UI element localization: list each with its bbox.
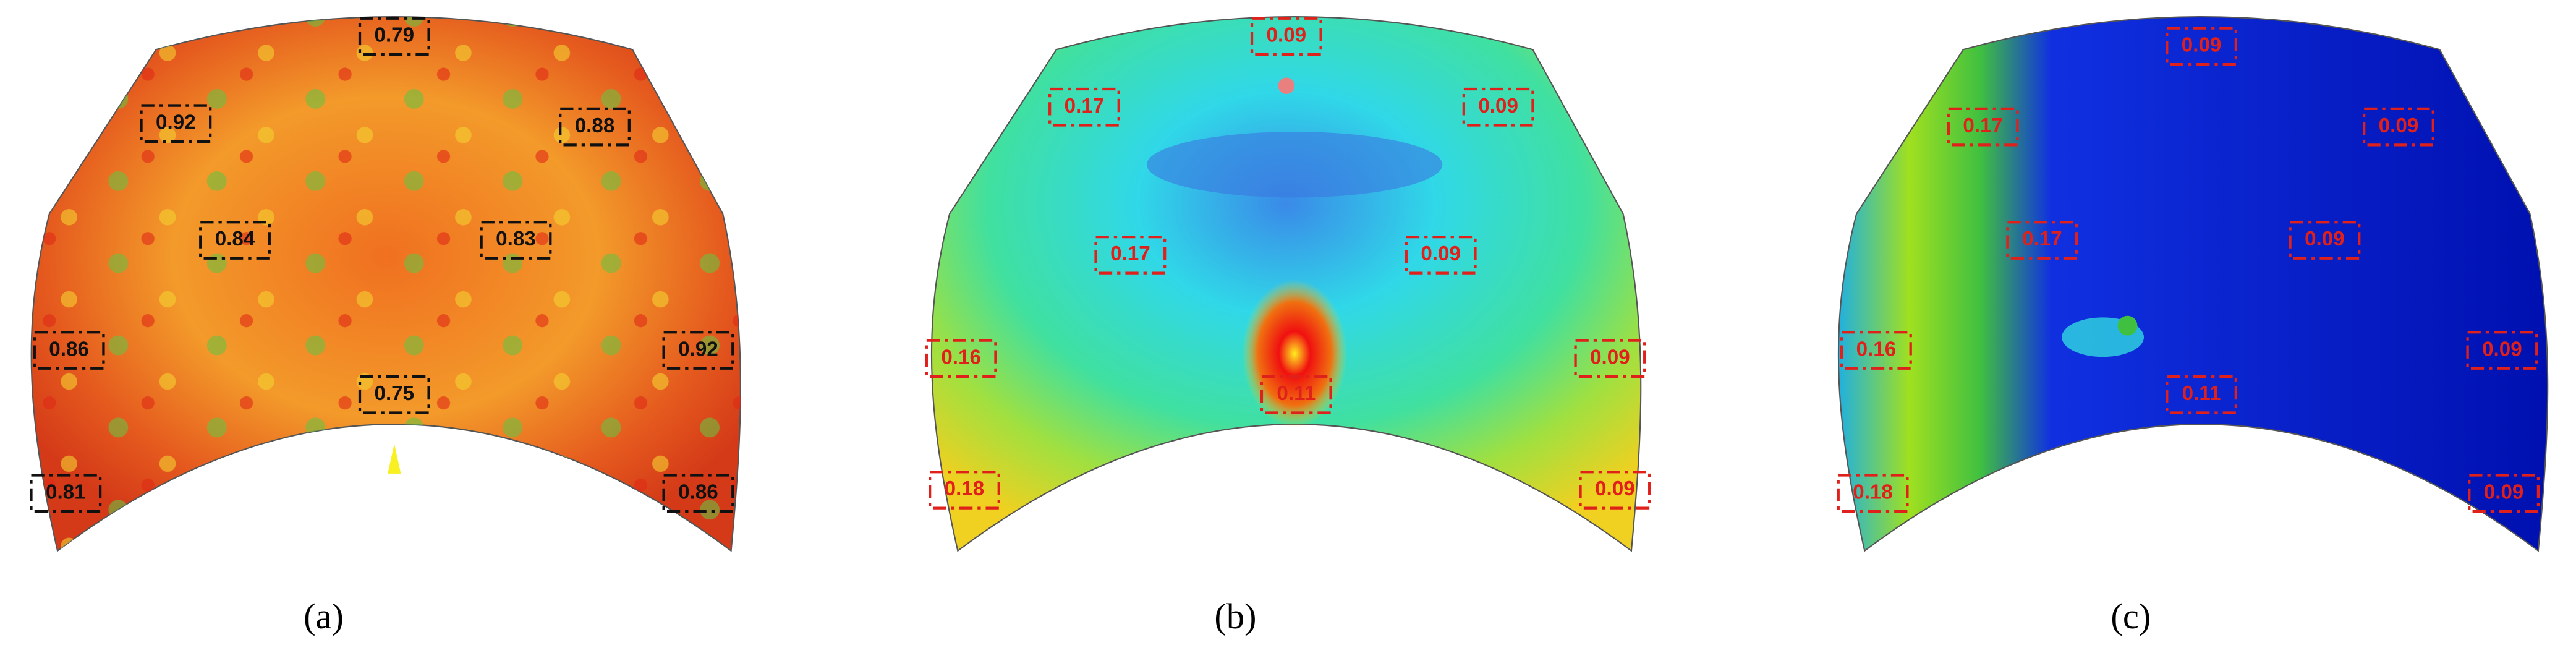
region-label: 0.17 <box>1110 242 1150 265</box>
label-box <box>1048 87 1120 127</box>
label-box <box>1260 375 1332 414</box>
region-label: 0.83 <box>496 228 536 250</box>
region-label: 0.09 <box>1267 24 1307 47</box>
panel-caption: (b) <box>1214 596 1256 636</box>
label-box <box>662 474 734 513</box>
panel-c <box>1837 15 2549 552</box>
label-box <box>559 107 631 147</box>
region-label: 0.18 <box>1853 481 1893 504</box>
region-label: 0.86 <box>49 338 89 361</box>
label-box <box>1837 474 1909 513</box>
label-box <box>2468 474 2540 513</box>
region-label: 0.09 <box>2305 228 2345 250</box>
label-box <box>1574 339 1646 378</box>
label-box <box>199 221 271 260</box>
region-label: 0.92 <box>156 111 196 134</box>
label-box <box>2166 27 2238 66</box>
region-label: 0.09 <box>2482 338 2522 361</box>
region-label: 0.17 <box>2022 228 2062 250</box>
region-label: 0.17 <box>1065 95 1105 117</box>
label-box <box>2006 221 2078 260</box>
region-label: 0.09 <box>1478 95 1518 117</box>
panel-caption: (c) <box>2111 596 2151 636</box>
region-label: 0.09 <box>2379 114 2419 137</box>
label-box <box>480 221 552 260</box>
region-label: 0.17 <box>1963 114 2003 137</box>
region-label: 0.18 <box>945 477 985 500</box>
region-label: 0.79 <box>374 24 414 47</box>
region-label: 0.75 <box>374 382 414 405</box>
region-label: 0.11 <box>2182 382 2221 405</box>
region-label: 0.09 <box>1595 477 1635 500</box>
panel-caption: (a) <box>304 596 344 636</box>
label-box <box>662 331 734 370</box>
region-label: 0.16 <box>941 346 981 369</box>
label-box <box>358 17 430 56</box>
region-label: 0.09 <box>1590 346 1630 369</box>
label-box <box>2289 221 2361 260</box>
region-label: 0.16 <box>1856 338 1897 361</box>
region-label: 0.09 <box>2182 34 2222 57</box>
label-box <box>929 471 1000 510</box>
label-box <box>925 339 997 378</box>
panel-b <box>930 15 1642 552</box>
region-label: 0.09 <box>2484 481 2524 504</box>
label-box <box>1947 107 2019 147</box>
label-box <box>2466 331 2538 370</box>
label-box <box>33 331 105 370</box>
region-label: 0.84 <box>215 228 255 250</box>
label-box <box>1094 236 1167 275</box>
label-box <box>1250 17 1322 56</box>
label-box <box>1840 331 1912 370</box>
label-box <box>2363 107 2434 147</box>
region-label: 0.86 <box>678 481 718 504</box>
label-box <box>2166 375 2238 414</box>
label-box <box>140 104 212 143</box>
label-box <box>1405 236 1477 275</box>
label-box <box>1579 471 1651 510</box>
panel-a <box>30 15 742 552</box>
region-label: 0.92 <box>678 338 718 361</box>
region-label: 0.11 <box>1277 382 1316 405</box>
label-box <box>1462 87 1534 127</box>
label-box <box>30 474 102 513</box>
region-label: 0.09 <box>1421 242 1461 265</box>
label-box <box>358 375 430 414</box>
region-label: 0.81 <box>46 481 86 504</box>
region-label: 0.88 <box>575 114 615 137</box>
